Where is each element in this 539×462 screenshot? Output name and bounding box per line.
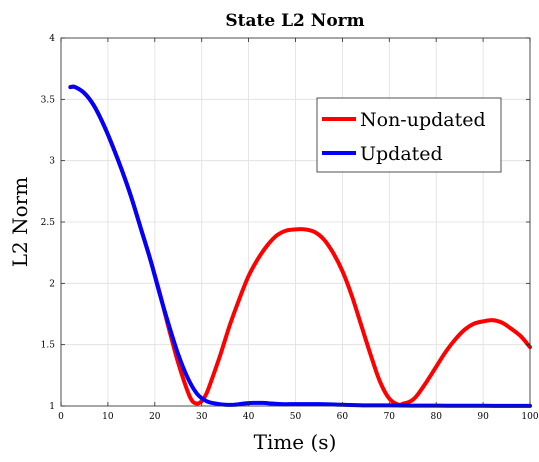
x-tick-label: 20 bbox=[149, 412, 161, 422]
x-tick-label: 10 bbox=[102, 412, 114, 422]
y-tick-label: 2 bbox=[49, 279, 55, 289]
tick-labels: 0 10 20 30 40 50 60 70 80 90 100 1 1.5 2 2.5 3 3.5 4 bbox=[41, 34, 539, 422]
y-tick-label: 1 bbox=[49, 402, 55, 412]
y-tick-label: 3 bbox=[49, 157, 55, 167]
x-tick-label: 90 bbox=[477, 412, 489, 422]
y-tick-label: 2.5 bbox=[41, 218, 56, 228]
legend-box bbox=[316, 97, 502, 173]
x-tick-label: 50 bbox=[290, 412, 302, 422]
x-tick-label: 80 bbox=[430, 412, 442, 422]
legend: Non-updated Updated bbox=[316, 97, 502, 173]
series-line-updated bbox=[68, 84, 532, 408]
x-tick-label: 60 bbox=[337, 412, 349, 422]
x-tick-label: 0 bbox=[58, 412, 64, 422]
axis-ticks bbox=[60, 37, 531, 407]
x-tick-label: 100 bbox=[521, 412, 538, 422]
x-axis-label: Time (s) bbox=[254, 430, 337, 454]
y-tick-label: 3.5 bbox=[41, 95, 56, 105]
legend-label-updated: Updated bbox=[360, 143, 443, 165]
x-tick-label: 40 bbox=[243, 412, 255, 422]
chart-title: State L2 Norm bbox=[225, 11, 364, 31]
x-tick-label: 30 bbox=[196, 412, 208, 422]
y-tick-label: 4 bbox=[49, 34, 55, 44]
y-axis-label: L2 Norm bbox=[8, 177, 32, 267]
legend-label-non-updated: Non-updated bbox=[360, 109, 486, 131]
x-tick-label: 70 bbox=[384, 412, 396, 422]
y-tick-label: 1.5 bbox=[41, 341, 56, 351]
series-lines bbox=[68, 84, 532, 408]
